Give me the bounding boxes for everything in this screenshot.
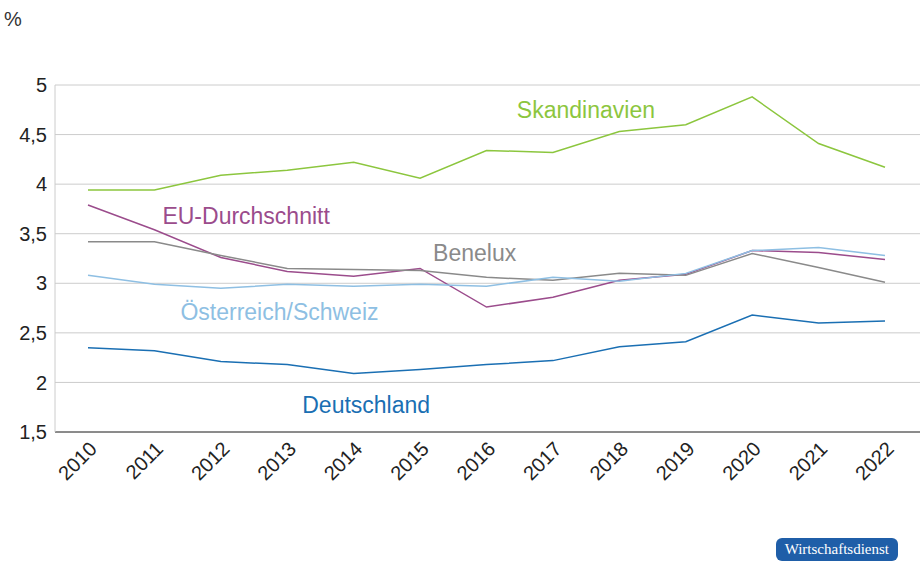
svg-text:2020: 2020 — [718, 437, 765, 484]
svg-text:Österreich/Schweiz: Österreich/Schweiz — [180, 299, 378, 325]
svg-text:2015: 2015 — [386, 437, 433, 484]
svg-text:2010: 2010 — [54, 437, 101, 484]
svg-text:2012: 2012 — [187, 437, 234, 484]
svg-text:Deutschland: Deutschland — [302, 392, 430, 418]
svg-text:4: 4 — [36, 173, 47, 195]
svg-text:2017: 2017 — [519, 437, 566, 484]
svg-text:Skandinavien: Skandinavien — [517, 97, 655, 123]
svg-text:2,5: 2,5 — [19, 322, 47, 344]
svg-text:2022: 2022 — [851, 437, 898, 484]
svg-text:4,5: 4,5 — [19, 124, 47, 146]
svg-text:2018: 2018 — [585, 437, 632, 484]
svg-text:2014: 2014 — [320, 437, 367, 484]
svg-text:2021: 2021 — [784, 437, 831, 484]
svg-text:2: 2 — [36, 372, 47, 394]
svg-text:2016: 2016 — [452, 437, 499, 484]
svg-text:1,5: 1,5 — [19, 421, 47, 443]
svg-text:5: 5 — [36, 74, 47, 96]
svg-text:2019: 2019 — [652, 437, 699, 484]
svg-text:3: 3 — [36, 272, 47, 294]
svg-text:2013: 2013 — [253, 437, 300, 484]
svg-text:EU-Durchschnitt: EU-Durchschnitt — [162, 203, 330, 229]
svg-text:2011: 2011 — [121, 437, 167, 483]
html-text:Wirtschaftsdienst: Wirtschaftsdienst — [784, 541, 889, 557]
svg-text:Benelux: Benelux — [433, 240, 517, 266]
svg-text:3,5: 3,5 — [19, 223, 47, 245]
